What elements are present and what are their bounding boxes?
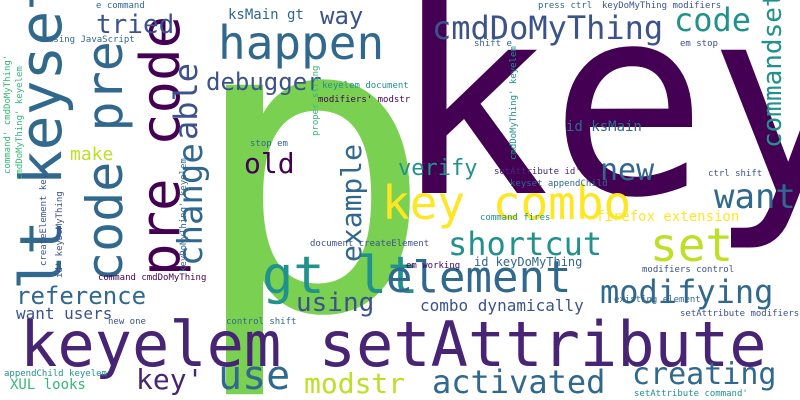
word-shortcut: shortcut (448, 225, 603, 263)
word-code: code (674, 1, 752, 39)
word-modstr: modstr (304, 367, 406, 400)
word-cmddomything-keyelem-a: cmdDoMyThing' keyelem (15, 66, 25, 180)
word-gt-lt: gt lt (262, 246, 419, 306)
word-ksmain-gt: ksMain gt (228, 7, 304, 23)
word-keyset-appendchild: keyset appendChild (510, 179, 608, 189)
word-modifying: modifying (600, 273, 774, 311)
word-using: using (296, 288, 375, 318)
word-proper-string: proper string (311, 65, 321, 136)
word-command-cmddomything-vertical: command' cmdDoMyThing' (3, 54, 13, 174)
word-e-command: e command (96, 1, 145, 11)
word-using-javascript: using JavaScript (48, 35, 135, 45)
word-happen: happen (218, 16, 385, 70)
word-command-cmddomything: command cmdDoMyThing (98, 273, 207, 283)
word-commandset: debugger (206, 68, 322, 96)
word-id-ksmain: id ksMain (566, 119, 642, 135)
word-key-apostrophe: key' (136, 363, 204, 396)
word-press-ctrl: press ctrl (538, 1, 593, 11)
word-reference: reference (16, 282, 147, 310)
word-debugger: commandset (758, 0, 788, 148)
word-keydomything-keyelem: keyDoMyThing' keyelem (179, 158, 189, 272)
word-key-combo: key combo (382, 176, 632, 230)
word-cmddomything-keyelem-b: cmdDoMyThing' keyelem (509, 46, 519, 160)
word-use: use (218, 353, 291, 399)
word-ctrl-shift: ctrl shift (708, 169, 763, 179)
word-shift-e: shift e (474, 39, 512, 49)
word-keydomything-modifiers: keyDoMyThing modifiers (602, 1, 722, 11)
word-element: element (386, 252, 572, 303)
word-existing-element: existing element (614, 295, 701, 305)
word-new-one: new one (108, 317, 146, 327)
word-activated: activated (432, 363, 606, 400)
word-setattribute-id: setAttribute id' (494, 167, 581, 177)
word-keyelem-setattribute: keyelem setAttribute (20, 308, 767, 381)
word-creating: creating (632, 357, 777, 392)
word-combo-dynamically: combo dynamically (420, 296, 584, 315)
word-tried: tried (96, 10, 175, 40)
word-modifiers-modstr: modifiers' modstr (318, 95, 411, 105)
word-cmddomything: cmdDoMyThing (432, 9, 664, 47)
word-keyelem-document: keyelem document (322, 81, 409, 91)
word-want-users: want users (16, 304, 113, 323)
word-want: want (714, 177, 796, 217)
word-xul-looks: XUL looks (10, 377, 86, 393)
word-id-keydomything: id' keyDoMyThing (55, 191, 65, 278)
word-id-keydomything: id keyDoMyThing (474, 255, 583, 269)
word-setattribute-command: setAttribute command' (634, 389, 748, 399)
word-verify: verify (398, 156, 478, 181)
word-set: set (650, 218, 734, 272)
word-em-stop: em stop (680, 39, 718, 49)
word-em-working: em working (406, 261, 461, 271)
word-way: way (320, 2, 364, 30)
word-key: key (392, 0, 800, 255)
word-control-shift: control shift (226, 317, 297, 327)
word-make: make (70, 144, 114, 165)
word-stop-em: stop em (250, 139, 288, 149)
word-new: new (600, 153, 655, 188)
word-able: able (167, 62, 205, 140)
word-command-fires: command fires (480, 213, 551, 223)
word-old: old (244, 147, 295, 180)
word-document-createelement: document createElement (310, 239, 430, 249)
word-firefox-extension: firefox extension (596, 209, 740, 225)
word-setattribute-modifiers: setAttribute modifiers' (680, 309, 800, 319)
word-appendchild-keyelem: appendChild keyelem (4, 369, 107, 379)
word-createelement-key: createElement key' (39, 168, 49, 266)
word-modifiers-control: modifiers control (642, 265, 735, 275)
word-p: p (188, 0, 435, 400)
